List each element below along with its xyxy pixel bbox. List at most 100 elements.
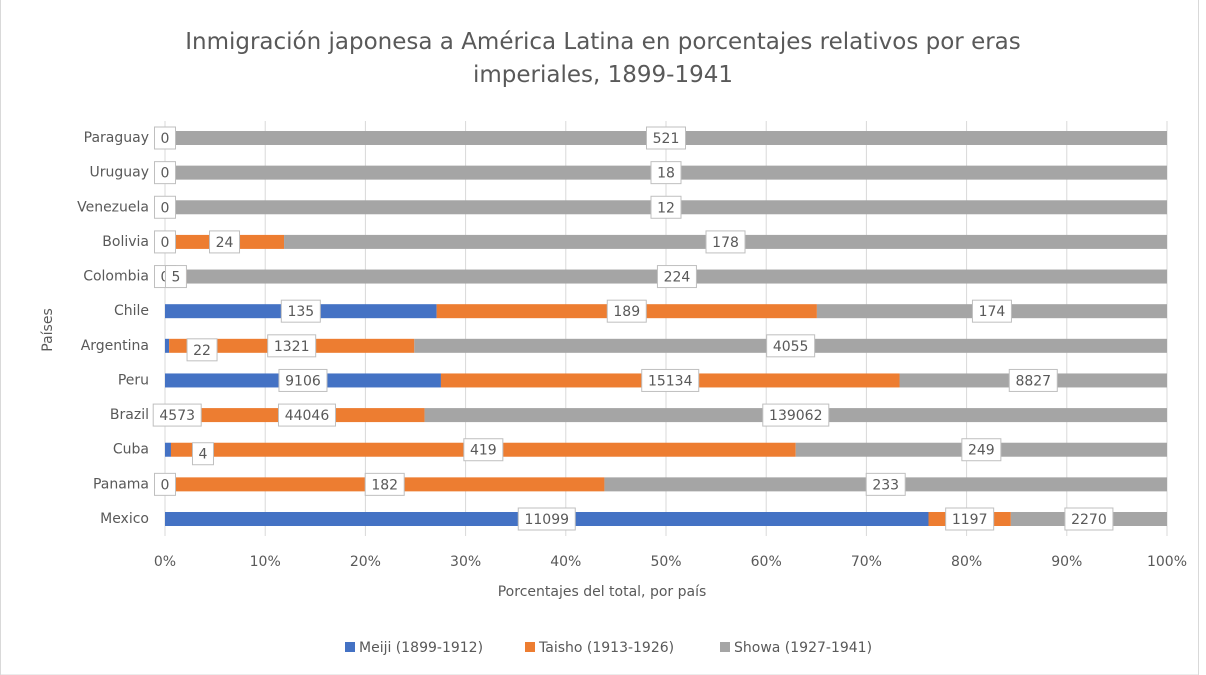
legend-label: Meiji (1899-1912) — [359, 640, 483, 656]
chart-title: Inmigración japonesa a América Latina en… — [185, 29, 1021, 88]
data-label: 521 — [653, 131, 680, 147]
y-tick-label: Argentina — [81, 338, 149, 354]
data-label-box — [164, 265, 187, 289]
legend-swatch — [345, 642, 355, 652]
data-label-box — [945, 507, 995, 531]
data-label-box — [766, 334, 816, 358]
data-label-box — [705, 230, 746, 254]
data-label: 419 — [470, 443, 497, 459]
legend-swatch — [525, 642, 535, 652]
data-label-box — [517, 507, 576, 531]
data-label: 178 — [712, 235, 739, 251]
legend-label: Showa (1927-1941) — [734, 640, 872, 656]
data-label-box — [209, 230, 241, 254]
data-label: 2270 — [1071, 512, 1107, 528]
y-tick-label: Paraguay — [84, 130, 149, 146]
data-label-box — [463, 438, 504, 462]
data-label-box — [762, 403, 830, 427]
x-tick-label: 70% — [851, 554, 882, 570]
x-tick-label: 60% — [751, 554, 782, 570]
x-tick-label: 80% — [951, 554, 982, 570]
data-label: 224 — [664, 270, 691, 286]
data-label: 0 — [161, 131, 170, 147]
data-label: 18 — [657, 166, 675, 182]
data-label: 12 — [657, 200, 675, 216]
data-label-box — [641, 368, 700, 392]
x-tick-label: 20% — [350, 554, 381, 570]
x-tick-label: 10% — [250, 554, 281, 570]
y-tick-label: Uruguay — [90, 165, 150, 181]
data-label: 9106 — [285, 373, 321, 389]
data-label: 44046 — [285, 408, 330, 424]
y-axis-title: Países — [40, 308, 56, 351]
data-label: 174 — [979, 304, 1006, 320]
data-label-box — [152, 403, 202, 427]
data-label: 0 — [161, 477, 170, 493]
data-label-box — [154, 161, 176, 185]
data-label: 135 — [287, 304, 314, 320]
data-label-box — [606, 299, 647, 323]
data-label-box — [865, 472, 906, 496]
data-label: 233 — [872, 477, 899, 493]
legend-swatch — [720, 642, 730, 652]
data-label-box — [154, 126, 176, 150]
data-label-box — [186, 338, 218, 362]
data-label-box — [961, 438, 1002, 462]
data-label: 0 — [161, 200, 170, 216]
data-label-box — [278, 368, 328, 392]
data-label-box — [656, 265, 697, 289]
x-tick-label: 30% — [450, 554, 481, 570]
x-tick-label: 100% — [1147, 554, 1187, 570]
bar-segment — [165, 442, 171, 457]
data-label: 4055 — [773, 339, 809, 355]
y-tick-label: Venezuela — [77, 199, 149, 215]
data-label-box — [191, 442, 214, 466]
data-label-box — [154, 472, 176, 496]
y-tick-label: Brazil — [110, 407, 149, 423]
data-label-box — [277, 403, 336, 427]
data-label-box — [154, 230, 176, 254]
data-label: 189 — [613, 304, 640, 320]
data-label-box — [1064, 507, 1114, 531]
data-label-box — [1008, 368, 1058, 392]
data-label: 5 — [171, 270, 180, 286]
y-tick-label: Colombia — [83, 269, 149, 285]
data-label-box — [267, 334, 317, 358]
legend-label: Taisho (1913-1926) — [538, 640, 674, 656]
data-label: 1321 — [274, 339, 310, 355]
data-label-box — [364, 472, 405, 496]
bar-segment — [165, 338, 170, 353]
data-label: 182 — [371, 477, 398, 493]
data-label: 139062 — [769, 408, 822, 424]
x-tick-label: 90% — [1051, 554, 1082, 570]
data-label-box — [650, 161, 682, 185]
data-label: 22 — [193, 343, 211, 359]
x-tick-label: 50% — [650, 554, 681, 570]
y-tick-label: Cuba — [113, 442, 149, 458]
y-tick-label: Panama — [93, 476, 149, 492]
data-label: 0 — [161, 166, 170, 182]
data-label: 249 — [968, 443, 995, 459]
data-label-box — [280, 299, 321, 323]
data-label-box — [971, 299, 1012, 323]
y-tick-label: Bolivia — [102, 234, 149, 250]
data-label: 11099 — [524, 512, 569, 528]
data-label-box — [154, 195, 176, 219]
x-axis-title: Porcentajes del total, por país — [498, 584, 707, 600]
x-tick-label: 40% — [550, 554, 581, 570]
data-label: 15134 — [648, 373, 693, 389]
data-label: 4573 — [159, 408, 195, 424]
data-label-box — [646, 126, 686, 150]
y-tick-label: Chile — [114, 303, 149, 319]
y-tick-label: Mexico — [100, 511, 149, 527]
x-tick-label: 0% — [154, 554, 176, 570]
data-label: 1197 — [952, 512, 988, 528]
data-label: 8827 — [1015, 373, 1051, 389]
data-label: 0 — [161, 235, 170, 251]
data-label-box — [650, 195, 682, 219]
y-tick-label: Peru — [118, 372, 149, 388]
data-label: 24 — [216, 235, 234, 251]
